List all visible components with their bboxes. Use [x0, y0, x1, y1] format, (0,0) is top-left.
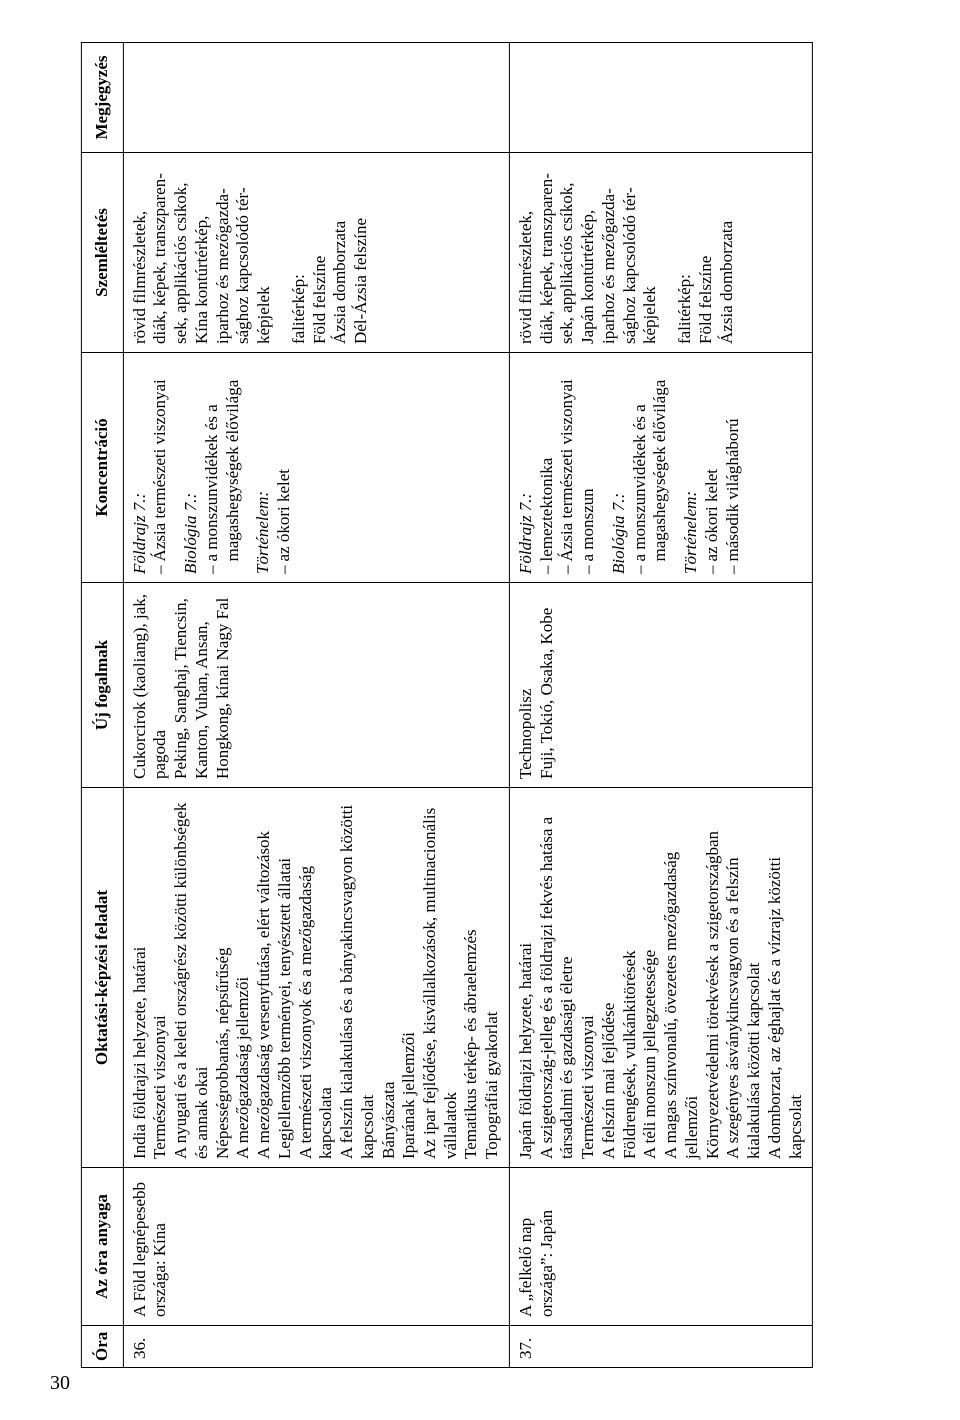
- feladat-item: A mezőgazdaság jellemzői: [233, 796, 254, 1159]
- cell-anyaga: A „felkelő nap országa”: Japán: [509, 1168, 812, 1326]
- feladat-item: India földrajzi helyzete, határai: [130, 796, 151, 1159]
- koncentracio-block: Földrajz 7.:Ázsia természeti viszonyai: [130, 361, 171, 574]
- cell-koncentracio: Földrajz 7.:Ázsia természeti viszonyaiBi…: [123, 353, 509, 583]
- cell-szemleltetes: rövid filmrészletek,diák, képek, transzp…: [509, 153, 812, 353]
- feladat-item: Iparának jellemzői: [399, 796, 420, 1159]
- header-ora: Óra: [81, 1326, 123, 1368]
- koncentracio-item: második világháború: [722, 361, 743, 574]
- feladat-item: Japán földrajzi helyzete, határai: [516, 796, 537, 1159]
- feladat-item: A természeti viszonyok és a mezőgaz­dasá…: [295, 796, 336, 1159]
- cell-ora: 37.: [509, 1326, 812, 1368]
- feladat-item: A szegényes ásványkincsvagyon és a felsz…: [723, 796, 764, 1159]
- koncentracio-subject: Történelem:: [681, 361, 702, 574]
- cell-ora: 36.: [123, 1326, 509, 1368]
- feladat-item: A szigetország-jelleg és a földrajzi fek…: [537, 796, 578, 1159]
- page-number: 30: [50, 1372, 70, 1395]
- koncentracio-subject: Földrajz 7.:: [130, 361, 151, 574]
- fogalmak-line: Fuji, Tokió, Osaka, Kobe: [537, 591, 558, 779]
- header-szemleltetes: Szemléltetés: [81, 153, 123, 353]
- feladat-item: Természeti viszonyai: [150, 796, 171, 1159]
- feladat-item: Bányászata: [378, 796, 399, 1159]
- table-body: 36.A Föld legné­pesebb orszá­ga: KínaInd…: [123, 43, 813, 1368]
- header-fogalmak: Új fogalmak: [81, 583, 123, 788]
- fogalmak-line: Peking, Sanghaj, Tiencsin, Kanton, Vuhan…: [171, 591, 233, 779]
- koncentracio-item: az ókori kelet: [702, 361, 723, 574]
- feladat-item: A nyugati és a keleti országrész közöt­t…: [171, 796, 212, 1159]
- header-koncentracio: Koncentráció: [81, 353, 123, 583]
- feladat-item: A domborzat, az éghajlat és a vízrajz kö…: [765, 796, 806, 1159]
- feladat-item: A felszín kialakulása és a bányakincs­va…: [337, 796, 378, 1159]
- feladat-item: A felszín mai fejlődése: [599, 796, 620, 1159]
- koncentracio-subject: Biológia 7.:: [609, 361, 630, 574]
- szemleltetes-top: rövid filmrészletek,diák, képek, transzp…: [130, 161, 275, 344]
- koncentracio-block: Biológia 7.:a monszunvidékek és a magash…: [609, 361, 671, 574]
- feladat-item: A téli monszun jellegzetessége: [640, 796, 661, 1159]
- table-row: 37.A „felkelő nap országa”: JapánJapán f…: [509, 43, 812, 1368]
- koncentracio-block: Történelem:az ókori keletmásodik világhá…: [681, 361, 743, 574]
- table-header-row: Óra Az óra anyaga Oktatási-képzési felad…: [81, 43, 123, 1368]
- feladat-item: Földrengések, vulkánkitörések: [620, 796, 641, 1159]
- feladat-item: Tematikus térkép- és ábraelemzés: [461, 796, 482, 1159]
- feladat-item: Topográfiai gyakorlat: [482, 796, 503, 1159]
- page: Óra Az óra anyaga Oktatási-képzési felad…: [0, 0, 960, 1420]
- koncentracio-item: Ázsia természeti viszonyai: [150, 361, 171, 574]
- cell-feladat: India földrajzi helyzete, határaiTermész…: [123, 788, 509, 1168]
- szemleltetes-bottom: falitérkép:Föld felszíneÁzsia domborzata…: [289, 161, 372, 344]
- feladat-item: Környezetvédelmi törekvések a sziget­ors…: [702, 796, 723, 1159]
- feladat-item: Népességrobbanás, népsűrűség: [213, 796, 234, 1159]
- feladat-item: A mezőgazdaság versenyfutása, elért vált…: [254, 796, 275, 1159]
- feladat-item: A magas színvonalú, övezetes mező­gazdas…: [661, 796, 702, 1159]
- koncentracio-block: Történelem:az ókori kelet: [253, 361, 294, 574]
- koncentracio-block: Biológia 7.:a monszunvidékek és a magash…: [181, 361, 243, 574]
- szemleltetes-top: rövid filmrészletek,diák, képek, transzp…: [516, 161, 661, 344]
- koncentracio-item: lemeztektonika: [537, 361, 558, 574]
- header-megjegyzes: Megjegyzés: [81, 43, 123, 153]
- cell-fogalmak: TechnopoliszFuji, Tokió, Osaka, Kobe: [509, 583, 812, 788]
- koncentracio-item: a monszun: [578, 361, 599, 574]
- cell-megjegyzes: [509, 43, 812, 153]
- koncentracio-block: Földrajz 7.:lemeztektonikaÁzsia természe…: [516, 361, 599, 574]
- koncentracio-item: a monszunvidékek és a magashegységek élő…: [630, 361, 671, 574]
- feladat-item: Az ipar fejlődése, kisvállalkozások, mul…: [420, 796, 461, 1159]
- header-feladat: Oktatási-képzési feladat: [81, 788, 123, 1168]
- cell-szemleltetes: rövid filmrészletek,diák, képek, transzp…: [123, 153, 509, 353]
- koncentracio-subject: Biológia 7.:: [181, 361, 202, 574]
- curriculum-table: Óra Az óra anyaga Oktatási-képzési felad…: [81, 42, 813, 1368]
- fogalmak-line: Technopolisz: [516, 591, 537, 779]
- feladat-item: Legjellemzőbb terményei, tenyésztett áll…: [275, 796, 296, 1159]
- cell-megjegyzes: [123, 43, 509, 153]
- koncentracio-item: a monszunvidékek és a magashegységek élő…: [202, 361, 243, 574]
- header-anyaga: Az óra anyaga: [81, 1168, 123, 1326]
- feladat-item: Természeti viszonyai: [578, 796, 599, 1159]
- cell-fogalmak: Cukorcirok (kaoliang), jak, pagodaPeking…: [123, 583, 509, 788]
- szemleltetes-bottom: falitérkép:Föld felszíneÁzsia domborzata: [675, 161, 737, 344]
- koncentracio-subject: Földrajz 7.:: [516, 361, 537, 574]
- cell-koncentracio: Földrajz 7.:lemeztektonikaÁzsia természe…: [509, 353, 812, 583]
- cell-feladat: Japán földrajzi helyzete, határaiA szige…: [509, 788, 812, 1168]
- koncentracio-item: az ókori kelet: [274, 361, 295, 574]
- table-row: 36.A Föld legné­pesebb orszá­ga: KínaInd…: [123, 43, 509, 1368]
- fogalmak-line: Cukorcirok (kaoliang), jak, pagoda: [130, 591, 171, 779]
- cell-anyaga: A Föld legné­pesebb orszá­ga: Kína: [123, 1168, 509, 1326]
- rotated-table-wrap: Óra Az óra anyaga Oktatási-képzési felad…: [81, 42, 813, 1368]
- koncentracio-subject: Történelem:: [253, 361, 274, 574]
- koncentracio-item: Ázsia természeti viszonyai: [557, 361, 578, 574]
